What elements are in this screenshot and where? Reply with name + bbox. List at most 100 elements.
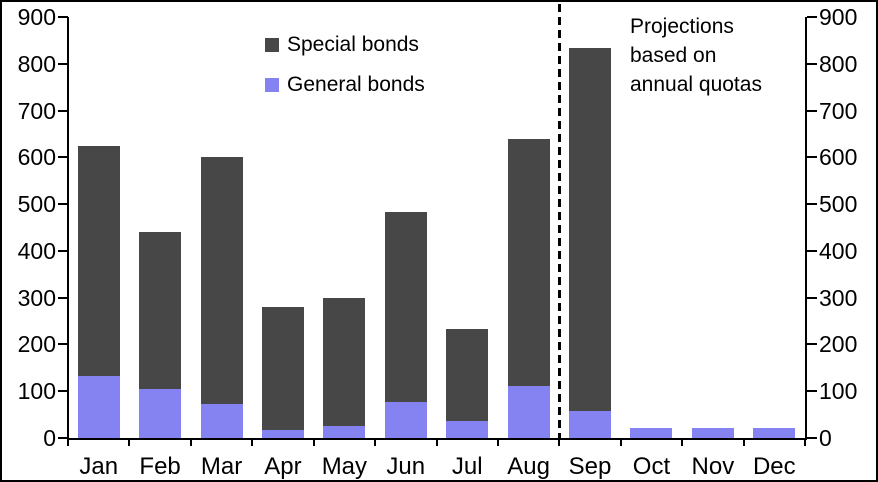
x-axis-label-feb: Feb (139, 453, 181, 480)
right-y-tick-label: 400 (819, 237, 858, 264)
left-y-tick (58, 437, 68, 439)
right-y-tick (807, 156, 817, 159)
bar-segment-general-bonds-oct (630, 427, 673, 438)
left-y-tick-label: 400 (17, 237, 56, 264)
legend-label-general-bonds: General bonds (287, 73, 425, 96)
right-y-tick (807, 203, 817, 206)
right-y-tick-label: 600 (819, 144, 858, 171)
x-axis-tick (189, 438, 192, 446)
left-y-tick (58, 16, 68, 18)
legend-item-special-bonds: Special bonds (265, 32, 425, 58)
bar-segment-general-bonds-mar (200, 404, 243, 438)
left-y-tick-label: 200 (17, 331, 56, 358)
bar-segment-general-bonds-jan (77, 375, 120, 438)
right-y-tick (807, 109, 817, 112)
x-axis-label-oct: Oct (632, 453, 671, 480)
right-y-tick-label: 900 (819, 4, 858, 30)
bar-segment-special-bonds-jul (446, 329, 489, 421)
right-axis-line (805, 17, 807, 440)
x-axis-tick (496, 438, 499, 446)
right-y-tick (807, 62, 817, 65)
x-axis-tick (374, 438, 377, 446)
right-y-tick-label: 700 (819, 97, 858, 124)
x-axis-tick (804, 438, 806, 446)
left-y-tick (58, 390, 68, 393)
projection-annotation: Projections based on annual quotas (630, 12, 762, 99)
left-y-tick-label: 300 (17, 284, 56, 311)
x-axis-tick (251, 438, 254, 446)
right-y-tick-label: 100 (819, 378, 858, 405)
right-y-tick (807, 16, 817, 18)
bar-segment-special-bonds-mar (200, 157, 243, 405)
bar-segment-special-bonds-sep (569, 47, 612, 411)
right-y-tick (807, 343, 817, 346)
x-axis-label-jun: Jun (386, 453, 426, 480)
left-y-tick (58, 156, 68, 159)
left-y-tick-label: 800 (17, 50, 56, 77)
special-bonds-swatch-icon (265, 38, 279, 52)
bar-segment-special-bonds-aug (507, 138, 550, 387)
x-axis-tick (742, 438, 745, 446)
bar-segment-general-bonds-dec (753, 427, 796, 438)
bar-segment-special-bonds-jun (384, 212, 427, 403)
bar-segment-general-bonds-aug (507, 386, 550, 438)
legend: Special bonds General bonds (265, 32, 425, 112)
bar-segment-general-bonds-jun (384, 402, 427, 438)
annotation-line-2: based on (630, 44, 717, 67)
bar-segment-general-bonds-jul (446, 420, 489, 438)
annotation-line-3: annual quotas (630, 73, 762, 96)
x-axis-label-apr: Apr (264, 453, 302, 480)
left-y-tick (58, 249, 68, 252)
left-y-tick-label: 700 (17, 97, 56, 124)
x-axis-label-jan: Jan (79, 453, 119, 480)
right-y-tick-label: 300 (819, 284, 858, 311)
x-axis-tick (312, 438, 315, 446)
bar-segment-general-bonds-apr (261, 430, 304, 438)
x-axis-label-dec: Dec (752, 453, 796, 480)
left-y-tick-label: 0 (43, 425, 56, 451)
bar-segment-special-bonds-apr (261, 307, 304, 431)
legend-item-general-bonds: General bonds (265, 72, 425, 98)
right-y-tick-label: 500 (819, 191, 858, 218)
right-y-tick-label: 0 (819, 425, 832, 451)
annotation-line-1: Projections (630, 15, 734, 38)
x-axis-tick (558, 438, 561, 446)
x-axis-tick (435, 438, 438, 446)
x-axis-label-may: May (321, 453, 368, 480)
projection-divider-line (557, 4, 561, 438)
left-y-tick (58, 343, 68, 346)
x-axis-tick (619, 438, 622, 446)
right-y-tick (807, 390, 817, 393)
right-y-tick-label: 800 (819, 50, 858, 77)
right-y-tick (807, 296, 817, 299)
left-y-tick (58, 203, 68, 206)
bar-segment-special-bonds-feb (139, 232, 182, 389)
left-axis-line (67, 17, 69, 440)
bar-segment-general-bonds-sep (569, 410, 612, 438)
left-y-tick (58, 296, 68, 299)
left-y-tick (58, 62, 68, 65)
bar-segment-general-bonds-feb (139, 388, 182, 438)
x-axis-tick (128, 438, 131, 446)
left-y-tick-label: 600 (17, 144, 56, 171)
right-y-tick-label: 200 (819, 331, 858, 358)
x-axis-label-sep: Sep (568, 453, 612, 480)
left-y-tick-label: 500 (17, 191, 56, 218)
general-bonds-swatch-icon (265, 78, 279, 92)
right-y-tick (807, 249, 817, 252)
bar-segment-special-bonds-may (323, 297, 366, 427)
left-y-tick (58, 109, 68, 112)
x-axis-tick (67, 438, 69, 446)
x-axis-label-nov: Nov (691, 453, 735, 480)
bar-segment-special-bonds-jan (77, 145, 120, 376)
x-axis-tick (681, 438, 684, 446)
bar-segment-general-bonds-nov (691, 427, 734, 438)
bar-segment-general-bonds-may (323, 426, 366, 438)
x-axis-label-aug: Aug (507, 453, 550, 480)
right-y-tick (807, 437, 817, 439)
left-y-tick-label: 100 (17, 378, 56, 405)
x-axis-label-mar: Mar (200, 453, 243, 480)
legend-label-special-bonds: Special bonds (287, 33, 419, 56)
left-y-tick-label: 900 (17, 4, 56, 30)
